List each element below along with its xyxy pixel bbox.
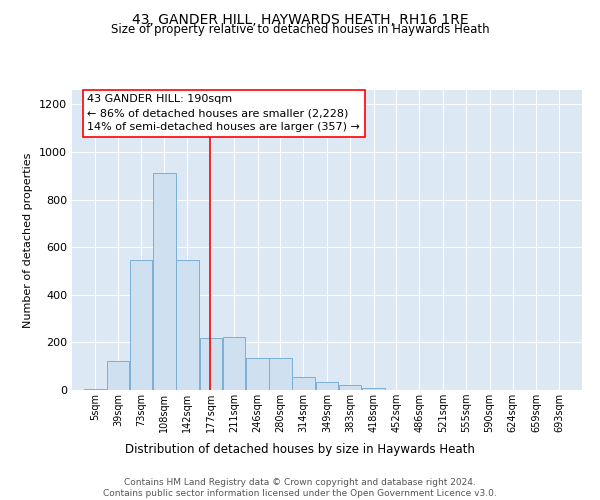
Bar	[176, 260, 199, 390]
Text: Distribution of detached houses by size in Haywards Heath: Distribution of detached houses by size …	[125, 442, 475, 456]
Bar	[246, 358, 269, 390]
Bar	[153, 174, 176, 390]
Bar	[362, 388, 385, 390]
Text: 43, GANDER HILL, HAYWARDS HEATH, RH16 1RE: 43, GANDER HILL, HAYWARDS HEATH, RH16 1R…	[131, 12, 469, 26]
Text: Contains HM Land Registry data © Crown copyright and database right 2024.
Contai: Contains HM Land Registry data © Crown c…	[103, 478, 497, 498]
Y-axis label: Number of detached properties: Number of detached properties	[23, 152, 34, 328]
Bar	[200, 338, 222, 390]
Bar	[83, 389, 106, 390]
Text: 43 GANDER HILL: 190sqm
← 86% of detached houses are smaller (2,228)
14% of semi-: 43 GANDER HILL: 190sqm ← 86% of detached…	[88, 94, 360, 132]
Bar	[130, 260, 152, 390]
Bar	[223, 337, 245, 390]
Bar	[316, 382, 338, 390]
Bar	[338, 385, 361, 390]
Bar	[292, 377, 314, 390]
Text: Size of property relative to detached houses in Haywards Heath: Size of property relative to detached ho…	[110, 22, 490, 36]
Bar	[269, 358, 292, 390]
Bar	[107, 362, 129, 390]
